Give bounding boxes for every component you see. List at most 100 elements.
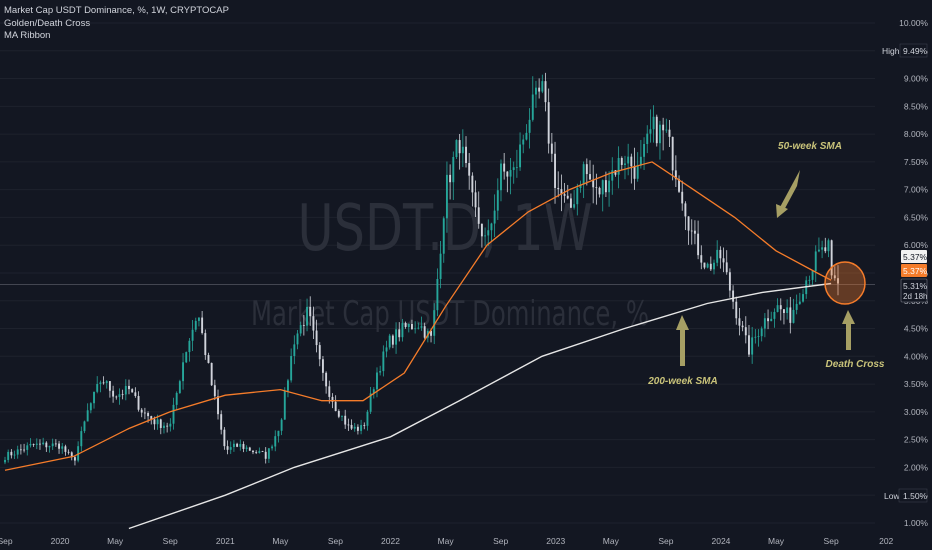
- candle-body: [557, 187, 560, 190]
- low-label: Low: [884, 491, 900, 501]
- death-cross-arrow: [842, 310, 855, 350]
- candle-body: [535, 87, 537, 95]
- candle-body: [837, 278, 839, 284]
- candle-body: [509, 170, 512, 177]
- candle-body: [210, 362, 213, 386]
- candle-body: [4, 459, 6, 463]
- candle-body: [201, 317, 204, 334]
- x-tick-label: 2021: [216, 536, 235, 546]
- candle-body: [496, 190, 499, 211]
- candle-body: [439, 253, 442, 279]
- candle-body: [643, 144, 646, 157]
- candle-body: [579, 184, 582, 189]
- candle-body: [293, 344, 296, 357]
- annotation-sma200: 200-week SMA: [647, 376, 717, 387]
- candle-body: [789, 307, 792, 323]
- candle-body: [544, 81, 547, 103]
- candle-body: [58, 443, 61, 449]
- candle-body: [722, 258, 725, 263]
- candle-body: [274, 436, 277, 447]
- candle-body: [611, 170, 614, 181]
- candle-body: [325, 372, 328, 387]
- candle-body: [194, 320, 197, 330]
- annotations: 50-week SMA 200-week SMA Death Cross: [647, 141, 885, 387]
- candle-body: [264, 451, 267, 459]
- candle-body: [754, 336, 757, 338]
- candle-body: [134, 392, 137, 396]
- candle-body: [245, 447, 248, 449]
- chart-legend[interactable]: Market Cap USDT Dominance, %, 1W, CRYPTO…: [4, 5, 229, 43]
- candle-body: [802, 294, 804, 302]
- candle-body: [175, 392, 178, 405]
- candle-body: [140, 409, 143, 413]
- candle-body: [61, 446, 64, 449]
- candle-body: [633, 166, 636, 179]
- candle-body: [757, 336, 760, 337]
- candle-body: [131, 389, 134, 393]
- candle-body: [388, 335, 391, 348]
- legend-indicator-ma-ribbon[interactable]: MA Ribbon: [4, 30, 51, 41]
- candle-body: [404, 323, 407, 328]
- candle-body: [763, 318, 766, 329]
- candle-body: [306, 306, 308, 326]
- candle-body: [283, 390, 286, 420]
- y-tick-label: 8.50%: [904, 101, 929, 111]
- candle-body: [671, 136, 674, 171]
- candle-body: [687, 216, 690, 231]
- high-value: 9.49%: [903, 46, 928, 56]
- candle-body: [379, 371, 382, 373]
- death-cross-circle: [824, 261, 866, 305]
- candle-body: [659, 124, 661, 144]
- candle-body: [398, 329, 401, 338]
- price-label-sma-orange: 5.37%: [903, 266, 928, 276]
- candle-body: [531, 94, 534, 120]
- candle-body: [767, 318, 770, 322]
- x-tick-label: Sep: [0, 536, 13, 546]
- sma200-line: [128, 282, 832, 530]
- candle-body: [16, 449, 19, 455]
- candle-body: [652, 116, 655, 130]
- candle-body: [595, 187, 598, 189]
- candle-body: [522, 139, 525, 145]
- candle-body: [808, 279, 811, 281]
- candle-body: [709, 263, 712, 270]
- candle-body: [115, 396, 118, 398]
- candle-body: [363, 425, 366, 426]
- candle-body: [442, 218, 445, 254]
- candle-body: [484, 235, 487, 237]
- candle-body: [226, 446, 229, 450]
- candle-body: [500, 163, 502, 191]
- y-tick-label: 7.00%: [904, 185, 929, 195]
- candle-body: [23, 449, 26, 451]
- legend-title[interactable]: Market Cap USDT Dominance, %, 1W, CRYPTO…: [4, 5, 229, 16]
- candle-body: [13, 454, 16, 456]
- candle-body: [321, 359, 324, 373]
- candle-body: [280, 419, 283, 431]
- candle-body: [589, 174, 591, 180]
- candle-body: [452, 156, 455, 183]
- x-tick-label: 2022: [381, 536, 400, 546]
- candle-body: [10, 451, 13, 456]
- candle-body: [89, 403, 92, 411]
- candle-body: [468, 163, 471, 176]
- candle-body: [779, 305, 782, 310]
- candle-body: [798, 301, 801, 304]
- candle-body: [471, 175, 474, 193]
- candle-body: [782, 309, 785, 313]
- candle-body: [732, 290, 735, 302]
- legend-indicator-golden-death-cross[interactable]: Golden/Death Cross: [4, 17, 91, 29]
- candle-body: [525, 132, 528, 140]
- candle-body: [73, 457, 76, 461]
- candle-body: [80, 431, 83, 447]
- candle-body: [614, 170, 617, 175]
- candle-body: [182, 362, 184, 382]
- low-value: 1.50%: [903, 491, 928, 501]
- candle-body: [566, 195, 569, 199]
- y-tick-label: 3.50%: [904, 379, 929, 389]
- candle-body: [67, 451, 70, 453]
- candle-body: [639, 156, 642, 166]
- candle-body: [713, 262, 715, 270]
- candle-body: [124, 385, 127, 395]
- time-axis[interactable]: Sep 2020 May Sep 2021 May Sep 2022 May Sep 2023 May…: [0, 536, 894, 546]
